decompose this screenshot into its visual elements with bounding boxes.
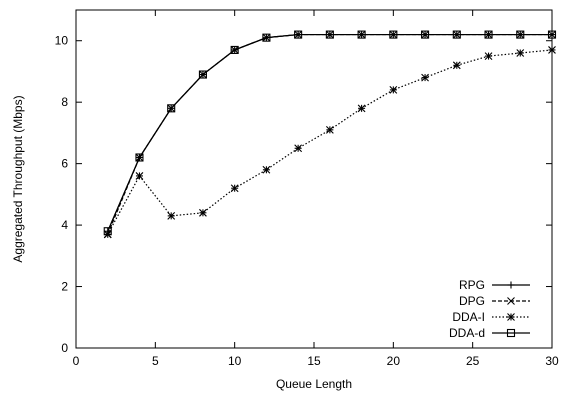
data-point [103,227,112,236]
data-point [484,52,493,60]
legend-label: DPG [459,294,485,308]
data-point [548,46,556,54]
data-point [294,144,303,153]
data-point [325,30,334,39]
series-layer [103,30,557,239]
legend: RPG DPG DDA-I DDA-d [449,278,530,340]
data-point [389,86,398,94]
series-dda-i [103,46,556,239]
y-tick-label: 10 [55,34,69,48]
x-tick-label: 0 [73,354,80,368]
series-line-dpg [107,33,552,235]
data-point [198,70,207,79]
data-point [421,30,430,39]
data-point [357,30,366,39]
x-tick-label: 15 [307,354,321,368]
data-point [199,208,207,217]
x-tick-label: 20 [387,354,401,368]
y-tick-label: 4 [61,218,68,232]
data-point [421,73,429,82]
data-point [389,30,398,39]
data-point [262,33,271,42]
x-tick-label: 5 [152,354,159,368]
data-point [262,165,271,174]
data-point [135,172,144,180]
series-line-dda-i [107,49,553,235]
data-point [547,30,557,39]
legend-item-dda-i: DDA-I [452,310,530,324]
legend-marker [507,281,515,289]
x-tick-label: 25 [466,354,480,368]
data-point [452,61,461,70]
x-axis-label: Queue Length [276,377,352,391]
y-tick-label: 2 [61,280,68,294]
data-point [325,125,334,134]
x-tick-label: 30 [545,354,559,368]
axis-ticks: 0 5 10 15 20 25 30 0 2 4 6 8 10 [55,10,559,368]
y-tick-label: 8 [61,95,68,109]
series-line-dda-d [107,33,552,232]
series-dpg [103,30,556,239]
data-point [167,104,176,113]
data-point [516,49,525,57]
data-point [516,30,525,39]
data-point [357,104,366,113]
legend-marker [507,313,515,321]
data-point [230,184,239,193]
legend-item-dda-d: DDA-d [449,326,530,340]
data-point [230,45,239,54]
series-dda-d [103,30,557,236]
legend-marker [506,328,516,338]
legend-label: RPG [459,278,485,292]
y-axis-label: Aggregated Throughput (Mbps) [11,95,25,262]
legend-label: DDA-I [452,310,485,324]
legend-item-rpg: RPG [459,278,530,292]
data-point [167,211,176,220]
y-tick-label: 0 [61,341,68,355]
data-point [484,30,493,39]
y-tick-label: 6 [61,157,68,171]
legend-item-dpg: DPG [459,294,530,308]
data-point [135,153,144,162]
x-tick-label: 10 [228,354,242,368]
data-point [294,30,303,39]
legend-label: DDA-d [449,326,485,340]
legend-marker [507,297,515,305]
data-point [452,30,461,39]
